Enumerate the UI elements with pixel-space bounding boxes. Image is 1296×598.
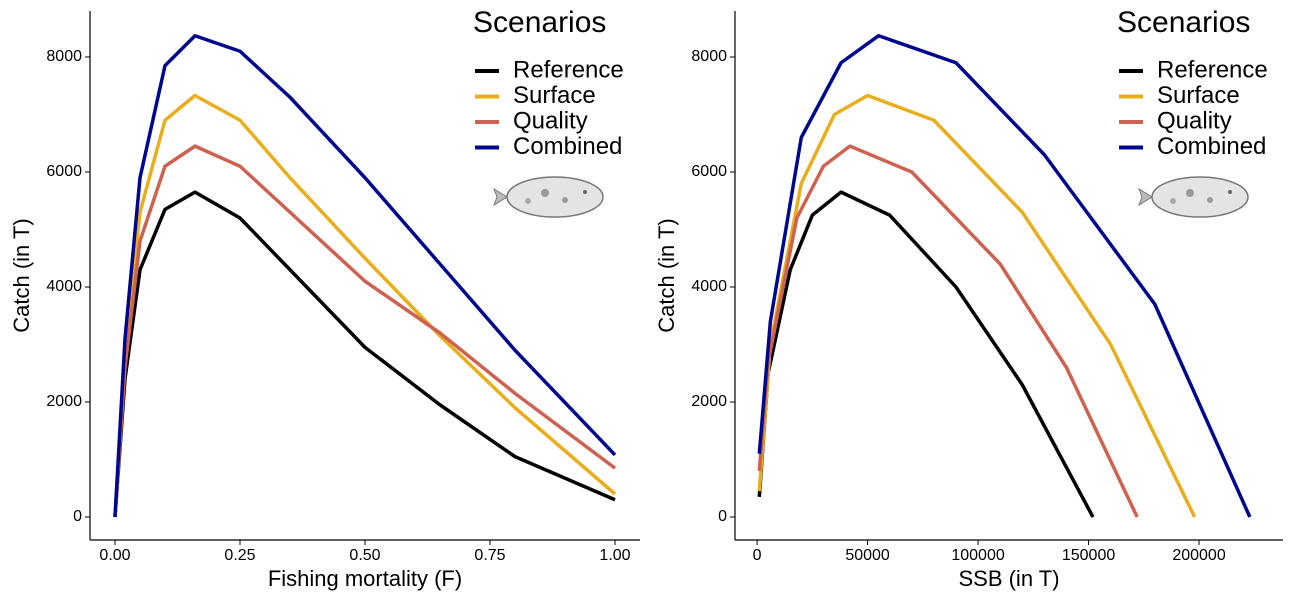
x-tick-label: 100000 bbox=[951, 547, 1004, 564]
fish-icon-left bbox=[493, 176, 604, 218]
x-axis-title: SSB (in T) bbox=[958, 566, 1059, 591]
series-line bbox=[757, 144, 1139, 518]
legend-title: Scenarios bbox=[1117, 6, 1250, 39]
series-line bbox=[113, 144, 617, 518]
x-tick-label: 0 bbox=[753, 547, 762, 564]
legend-label: Combined bbox=[1157, 133, 1266, 160]
y-tick-label: 6000 bbox=[46, 163, 82, 180]
x-tick-label: 200000 bbox=[1172, 547, 1225, 564]
x-tick-label: 0.25 bbox=[224, 547, 255, 564]
legend-label: Quality bbox=[1157, 107, 1232, 134]
fish-icon-right bbox=[1138, 176, 1249, 218]
series-line bbox=[757, 93, 1197, 518]
y-tick-label: 0 bbox=[73, 508, 82, 525]
legend-label: Quality bbox=[513, 107, 588, 134]
legend-label: Combined bbox=[513, 133, 622, 160]
y-tick-label: 2000 bbox=[46, 393, 82, 410]
x-tick-label: 0.00 bbox=[99, 547, 130, 564]
y-tick-label: 8000 bbox=[46, 48, 82, 65]
y-tick-label: 8000 bbox=[691, 48, 727, 65]
legend-label: Reference bbox=[513, 56, 624, 83]
series-line bbox=[113, 33, 617, 518]
y-tick-label: 0 bbox=[718, 508, 727, 525]
y-tick-label: 4000 bbox=[46, 278, 82, 295]
legend-label: Surface bbox=[1157, 82, 1240, 109]
x-tick-label: 0.50 bbox=[349, 547, 380, 564]
series-line bbox=[113, 93, 617, 518]
y-tick-label: 6000 bbox=[691, 163, 727, 180]
y-axis-title: Catch (in T) bbox=[654, 218, 679, 333]
legend-title: Scenarios bbox=[473, 6, 606, 39]
y-tick-label: 2000 bbox=[691, 393, 727, 410]
x-tick-label: 1.00 bbox=[599, 547, 630, 564]
x-tick-label: 50000 bbox=[845, 547, 890, 564]
y-tick-label: 4000 bbox=[691, 278, 727, 295]
legend-label: Reference bbox=[1157, 56, 1268, 83]
y-axis-title: Catch (in T) bbox=[9, 218, 34, 333]
series-line bbox=[757, 33, 1252, 518]
x-tick-label: 150000 bbox=[1062, 547, 1115, 564]
x-axis-title: Fishing mortality (F) bbox=[268, 566, 462, 591]
legend-label: Surface bbox=[513, 82, 596, 109]
series-line bbox=[113, 190, 616, 518]
x-tick-label: 0.75 bbox=[474, 547, 505, 564]
series-line bbox=[757, 190, 1095, 518]
